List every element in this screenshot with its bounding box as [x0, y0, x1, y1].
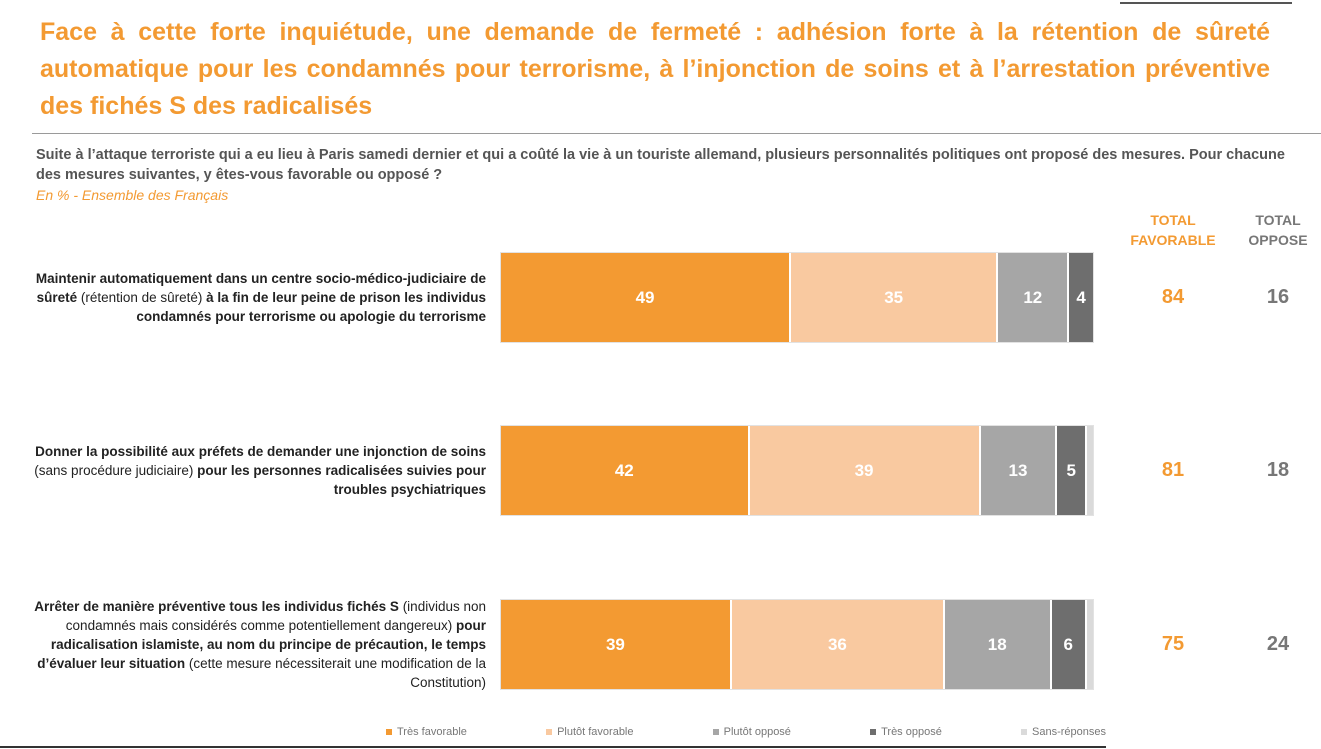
legend-swatch — [546, 729, 553, 735]
total-oppose-value: 18 — [1266, 458, 1290, 481]
legend-item: Sans-réponses — [1021, 722, 1106, 742]
chart-legend: Très favorable Plutôt favorable Plutôt opp… — [386, 722, 1106, 742]
stacked-bar: 42 39 13 5 — [500, 425, 1094, 516]
bar-value-label: 13 — [1008, 460, 1028, 480]
header-total-oppose: TOTAL OPPOSE — [1248, 212, 1308, 248]
row-label-part: (cette mesure nécessiterait une modifica… — [185, 656, 486, 690]
bar-segment: 13 — [980, 426, 1058, 515]
row-label: Maintenir automatiquement dans un centre… — [4, 269, 486, 326]
bar-value-label: 5 — [1066, 460, 1076, 480]
row-label-bold-part: pour radicalisation islamiste, au nom du… — [37, 618, 486, 671]
total-favorable-value: 75 — [1161, 632, 1185, 655]
legend-swatch — [870, 729, 877, 735]
survey-question: Suite à l’attaque terroriste qui a eu li… — [36, 147, 1285, 183]
bar-value-label: 49 — [635, 287, 655, 307]
legend-item: Plutôt opposé — [712, 722, 791, 742]
bar-segment — [1087, 426, 1093, 515]
bar-value-label: 36 — [827, 634, 847, 654]
total-favorable-value: 84 — [1161, 285, 1185, 308]
bar-segment: 4 — [1069, 253, 1093, 342]
bar-segment — [1087, 600, 1093, 689]
bar-segment: 39 — [749, 426, 981, 515]
legend-item: Plutôt favorable — [546, 722, 634, 742]
legend-swatch — [1021, 729, 1027, 735]
bar-value-label: 4 — [1076, 287, 1086, 307]
bar-value-label: 42 — [614, 460, 634, 480]
bar-segment: 42 — [501, 426, 750, 515]
bar-segment: 6 — [1051, 600, 1088, 689]
bar-segment: 18 — [944, 600, 1052, 689]
row-label-bold-part: Arrêter de manière préventive tous les i… — [34, 599, 399, 614]
bar-value-label: 12 — [1023, 287, 1043, 307]
row-label-bold-part: Donner la possibilité aux préfets de dem… — [35, 444, 486, 459]
total-favorable-value: 81 — [1161, 458, 1185, 481]
bar-segment: 49 — [501, 253, 792, 342]
row-label-part: (sans procédure judiciaire) — [34, 463, 198, 478]
bar-segment: 36 — [731, 600, 945, 689]
row-label-bold-part: Maintenir automatiquement dans un centre… — [35, 271, 486, 305]
top-decoration-line — [1120, 2, 1292, 4]
legend-label: Sans-réponses — [1032, 726, 1106, 738]
stacked-bar: 39 36 18 6 — [500, 599, 1094, 690]
legend-item: Très opposé — [870, 722, 942, 742]
row-label-bold-part: à la fin de leur peine de prison les ind… — [136, 290, 486, 324]
row-label-bold-part: pour les personnes radicalisées suivies … — [197, 463, 486, 497]
chart-subtitle: En % - Ensemble des Français — [36, 187, 229, 203]
bottom-decoration-line — [0, 746, 1106, 748]
bar-value-label: 35 — [884, 287, 904, 307]
row-label-part: (individus non condamnés mais considérés… — [65, 599, 486, 633]
header-total-favorable: TOTAL FAVORABLE — [1130, 212, 1216, 248]
bar-segment: 35 — [791, 253, 999, 342]
legend-label: Très favorable — [397, 726, 467, 738]
legend-label: Plutôt favorable — [557, 726, 634, 738]
row-label-part: (rétention de sûreté) — [77, 290, 207, 305]
bar-segment: 5 — [1057, 426, 1088, 515]
legend-label: Très opposé — [881, 726, 942, 738]
stacked-bar: 49 35 12 4 — [500, 252, 1094, 343]
legend-swatch — [386, 729, 392, 735]
bar-value-label: 18 — [987, 634, 1007, 654]
total-oppose-value: 24 — [1266, 632, 1290, 655]
bar-segment: 12 — [998, 253, 1070, 342]
bar-segment: 39 — [501, 600, 732, 689]
page-title: Face à cette forte inquiétude, une deman… — [40, 18, 1270, 120]
title-divider — [32, 133, 1321, 134]
bar-value-label: 39 — [854, 460, 874, 480]
row-label: Donner la possibilité aux préfets de dem… — [4, 442, 486, 499]
bar-value-label: 6 — [1063, 634, 1074, 654]
row-label: Arrêter de manière préventive tous les i… — [4, 597, 486, 692]
legend-label: Plutôt opposé — [723, 726, 791, 738]
legend-item: Très favorable — [386, 722, 467, 742]
bar-value-label: 39 — [605, 634, 625, 654]
total-oppose-value: 16 — [1266, 285, 1290, 308]
legend-swatch — [712, 729, 719, 735]
